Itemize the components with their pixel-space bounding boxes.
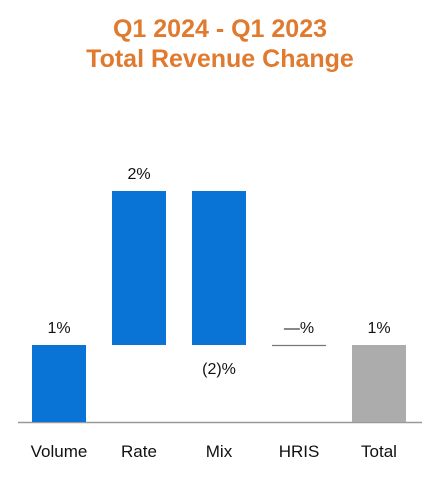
x-tick-label-mix: Mix <box>206 442 233 461</box>
data-label-rate: 2% <box>127 166 150 183</box>
data-label-hris: —% <box>284 320 314 337</box>
x-tick-label-hris: HRIS <box>279 442 320 461</box>
chart-title: Q1 2024 - Q1 2023 Total Revenue Change <box>0 14 440 74</box>
data-label-volume: 1% <box>47 320 70 337</box>
chart-title-line2: Total Revenue Change <box>86 45 354 73</box>
data-label-mix: (2)% <box>202 361 236 378</box>
x-tick-label-total: Total <box>361 442 397 461</box>
bar-volume <box>32 345 86 422</box>
x-tick-label-rate: Rate <box>121 442 157 461</box>
chart-title-line1: Q1 2024 - Q1 2023 <box>112 15 328 43</box>
bar-total <box>352 345 406 422</box>
bar-mix <box>192 191 246 345</box>
data-label-total: 1% <box>367 320 390 337</box>
bar-rate <box>112 191 166 345</box>
x-tick-label-volume: Volume <box>31 442 88 461</box>
